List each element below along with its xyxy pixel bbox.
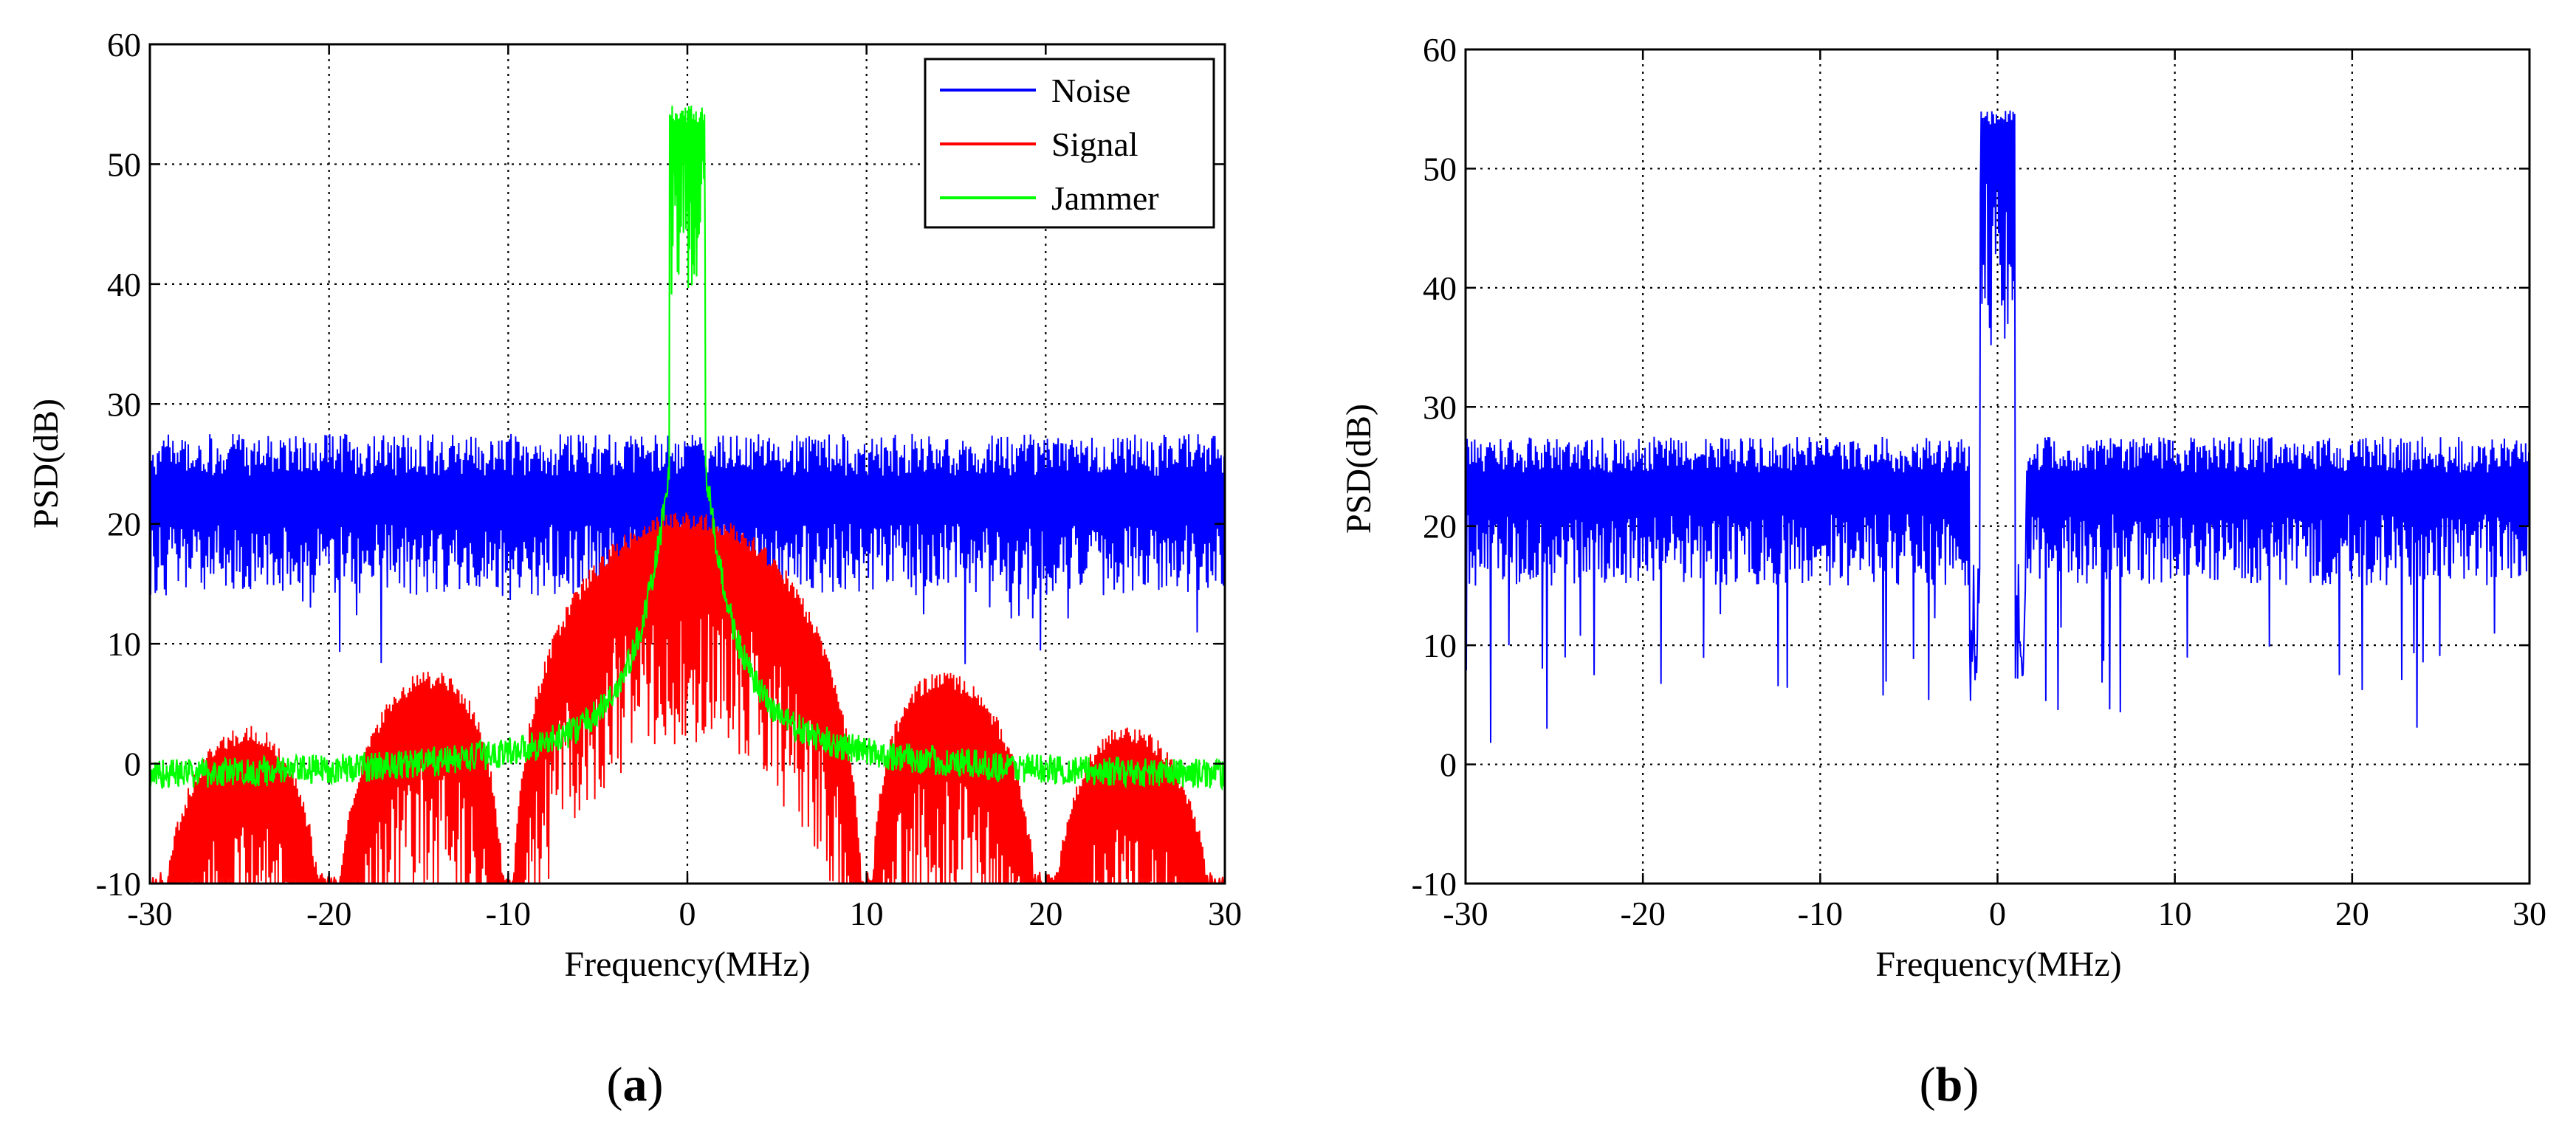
y-tick-label: 0 bbox=[124, 746, 141, 783]
legend-label-jammer: Jammer bbox=[1051, 179, 1159, 217]
y-tick-label: 50 bbox=[107, 145, 141, 183]
legend-label-signal: Signal bbox=[1051, 125, 1138, 163]
x-tick-label: -10 bbox=[1798, 895, 1843, 932]
x-axis-label-b: Frequency(MHz) bbox=[1875, 945, 2121, 984]
x-tick-label: 20 bbox=[1028, 895, 1062, 932]
x-tick-labels-b: -30 -20 -10 0 10 20 30 bbox=[1443, 895, 2546, 932]
y-tick-label: 60 bbox=[1423, 31, 1457, 69]
panel-label-b-open: ( bbox=[1920, 1058, 1936, 1112]
x-tick-label: -20 bbox=[1621, 895, 1666, 932]
y-tick-label: -10 bbox=[1412, 865, 1457, 903]
panel-label-b-close: ) bbox=[1962, 1058, 1979, 1112]
y-tick-label: 20 bbox=[1423, 508, 1457, 545]
x-tick-label: 0 bbox=[1989, 895, 2006, 932]
legend-a: Noise Signal Jammer bbox=[924, 58, 1215, 229]
panel-label-a-open: ( bbox=[607, 1058, 623, 1112]
legend-label-noise: Noise bbox=[1051, 72, 1130, 109]
x-tick-label: -30 bbox=[1443, 895, 1488, 932]
y-tick-label: 30 bbox=[1423, 388, 1457, 426]
series-line-received bbox=[1466, 110, 2529, 743]
x-tick-label: -10 bbox=[486, 895, 531, 932]
x-tick-label: 20 bbox=[2335, 895, 2369, 932]
x-tick-label: -20 bbox=[306, 895, 351, 932]
y-tick-label: 0 bbox=[1440, 746, 1457, 784]
panel-label-b: (b) bbox=[1920, 1058, 1979, 1112]
y-tick-label: 40 bbox=[107, 266, 141, 303]
series-line-jammer bbox=[150, 106, 1225, 791]
series-group-a bbox=[150, 106, 1225, 884]
y-tick-label: -10 bbox=[96, 865, 141, 903]
y-tick-label: 40 bbox=[1423, 269, 1457, 307]
x-tick-label: 10 bbox=[850, 895, 884, 932]
chart-panel-b: -30 -20 -10 0 10 20 30 -10 0 10 20 30 40 50 60 Freque… bbox=[1339, 31, 2546, 1112]
tick-marks-b bbox=[1464, 48, 2531, 885]
x-tick-label: 30 bbox=[2513, 895, 2546, 932]
chart-panel-a: -30 -20 -10 0 10 20 30 -10 0 10 20 30 40 50 60 Freque… bbox=[27, 26, 1242, 1112]
x-tick-label: 10 bbox=[2158, 895, 2192, 932]
panel-label-a-letter: a bbox=[623, 1058, 648, 1112]
y-tick-label: 60 bbox=[107, 26, 141, 63]
x-tick-label: 0 bbox=[679, 895, 696, 932]
series-line-noise bbox=[150, 433, 1225, 664]
x-tick-labels-a: -30 -20 -10 0 10 20 30 bbox=[127, 895, 1242, 932]
series-line-signal bbox=[150, 512, 1225, 884]
y-tick-labels-a: -10 0 10 20 30 40 50 60 bbox=[96, 26, 141, 903]
y-tick-label: 50 bbox=[1423, 150, 1457, 187]
y-axis-label-b: PSD(dB) bbox=[1339, 404, 1378, 534]
panel-label-a-close: ) bbox=[648, 1058, 664, 1112]
x-tick-label: 30 bbox=[1208, 895, 1242, 932]
panel-label-b-letter: b bbox=[1936, 1058, 1963, 1112]
tick-marks-a bbox=[148, 43, 1226, 885]
y-tick-label: 10 bbox=[107, 625, 141, 663]
y-tick-labels-b: -10 0 10 20 30 40 50 60 bbox=[1412, 31, 1457, 903]
y-axis-label-a: PSD(dB) bbox=[27, 399, 66, 529]
series-group-b bbox=[1466, 110, 2529, 743]
x-axis-label-a: Frequency(MHz) bbox=[564, 945, 810, 984]
y-tick-label: 20 bbox=[107, 506, 141, 543]
y-tick-label: 10 bbox=[1423, 627, 1457, 664]
y-tick-label: 30 bbox=[107, 385, 141, 423]
x-tick-label: -30 bbox=[127, 895, 172, 932]
panel-label-a: (a) bbox=[607, 1058, 664, 1112]
